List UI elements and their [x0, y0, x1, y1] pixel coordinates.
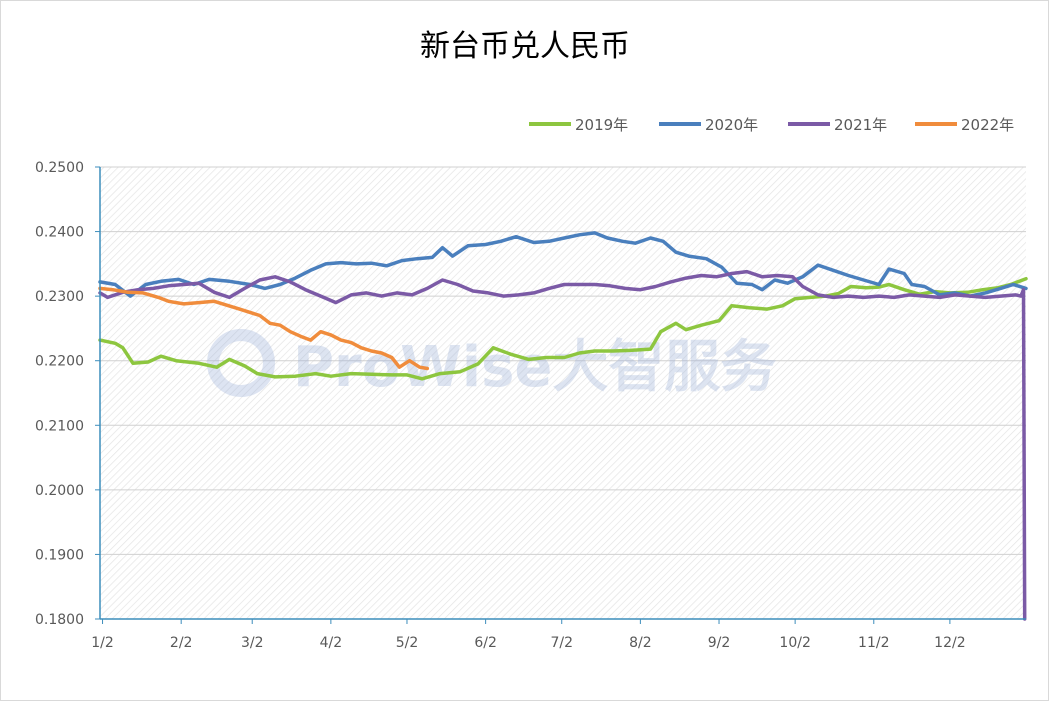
legend-label-2: 2020年 — [705, 116, 758, 134]
series-line-1 — [98, 276, 1028, 381]
x-tick-label: 4/2 — [320, 635, 343, 651]
y-tick-label: 0.2000 — [35, 483, 84, 499]
watermark: ProWise大智服务 — [207, 329, 776, 400]
plot-area — [100, 167, 1026, 619]
legend: 2019年 2020年 2021年 2022年 — [529, 116, 1014, 134]
x-tick-label: 12/2 — [934, 635, 965, 651]
series-line-2 — [98, 231, 1028, 298]
x-tick-label: 3/2 — [241, 635, 264, 651]
series-layer — [98, 231, 1028, 621]
watermark-logo-icon — [207, 329, 275, 397]
y-tick-label: 0.1900 — [35, 547, 84, 563]
series-line-4 — [98, 286, 430, 371]
y-tick-label: 0.2400 — [35, 225, 84, 241]
y-tick-label: 0.2200 — [35, 354, 84, 370]
axes — [95, 166, 1026, 624]
legend-label-4: 2022年 — [961, 116, 1014, 134]
x-tick-label: 5/2 — [396, 635, 419, 651]
y-tick-label: 0.2100 — [35, 418, 84, 434]
x-tick-label: 9/2 — [708, 635, 731, 651]
x-tick-label: 10/2 — [779, 635, 810, 651]
tick-labels: 0.1800 0.1900 0.2000 0.2100 0.2200 0.2300 0.24… — [35, 160, 966, 651]
x-tick-label: 6/2 — [474, 635, 497, 651]
x-tick-label: 2/2 — [170, 635, 193, 651]
y-tick-label: 0.2300 — [35, 289, 84, 305]
watermark-text: ProWise大智服务 — [293, 335, 776, 400]
y-tick-label: 0.1800 — [35, 612, 84, 628]
x-tick-label: 8/2 — [629, 635, 652, 651]
x-tick-label: 11/2 — [858, 635, 889, 651]
series-line-3 — [98, 269, 1027, 621]
y-tick-label: 0.2500 — [35, 160, 84, 176]
legend-label-1: 2019年 — [575, 116, 628, 134]
legend-label-3: 2021年 — [834, 116, 887, 134]
x-tick-label: 1/2 — [91, 635, 114, 651]
chart-title: 新台币兑人民币 — [420, 29, 630, 64]
x-tick-label: 7/2 — [550, 635, 573, 651]
